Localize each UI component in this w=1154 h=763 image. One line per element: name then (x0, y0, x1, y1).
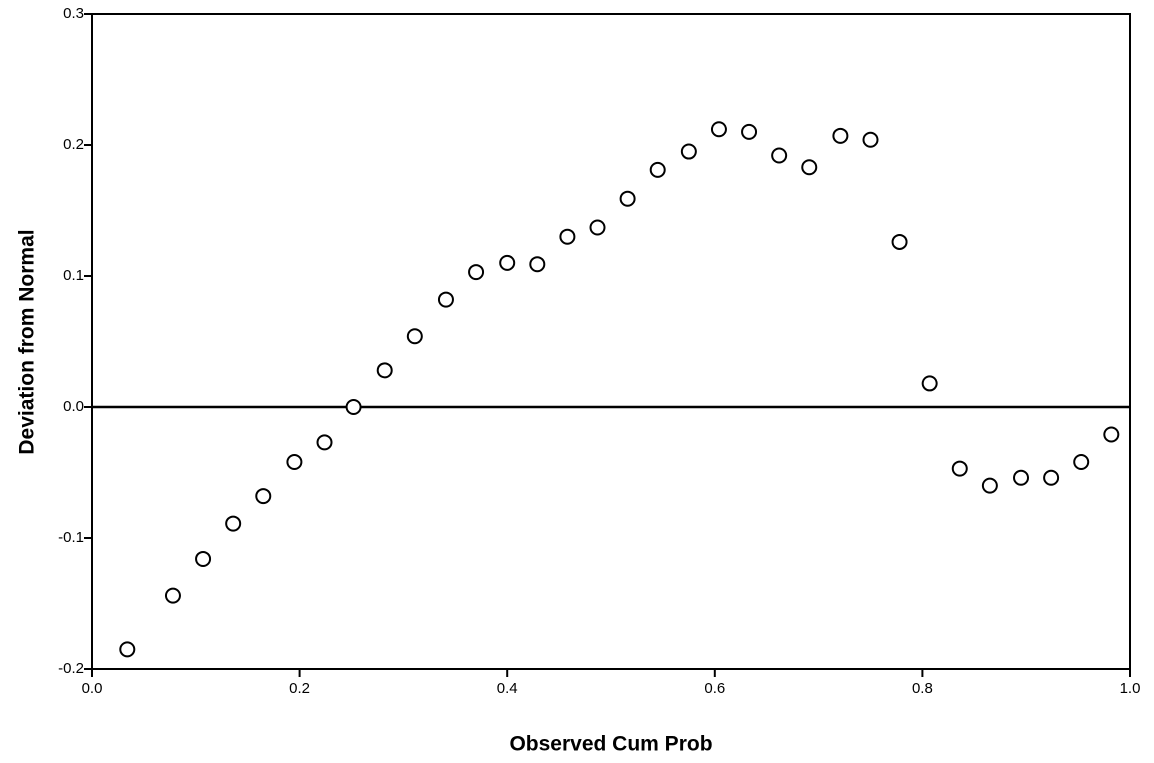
y-tick-label: 0.2 (63, 136, 84, 153)
data-point (981, 477, 998, 494)
x-tick-label: 0.8 (912, 680, 933, 697)
data-point (710, 121, 727, 138)
data-point (951, 460, 968, 477)
data-point (680, 143, 697, 160)
data-point (559, 228, 576, 245)
data-point (1103, 426, 1120, 443)
data-point (195, 550, 212, 567)
data-point (255, 488, 272, 505)
data-point (499, 254, 516, 271)
data-point (468, 264, 485, 281)
data-point (832, 127, 849, 144)
data-point (164, 587, 181, 604)
data-point (649, 161, 666, 178)
data-point (316, 434, 333, 451)
data-point (286, 454, 303, 471)
data-point (345, 399, 362, 415)
data-point (589, 219, 606, 236)
data-point (771, 147, 788, 164)
x-axis-title: Observed Cum Prob (509, 733, 712, 756)
data-point (619, 190, 636, 207)
x-tick-label: 0.6 (704, 680, 725, 697)
data-point (376, 362, 393, 379)
y-tick-label: 0.1 (63, 267, 84, 284)
y-tick-label: -0.2 (58, 660, 84, 677)
x-tick-label: 0.4 (497, 680, 518, 697)
plot-frame (91, 13, 1131, 670)
y-axis-title: Deviation from Normal (16, 229, 39, 454)
y-tick-label: 0.3 (63, 5, 84, 22)
y-tick-label: -0.1 (58, 529, 84, 546)
x-tick-label: 0.2 (289, 680, 310, 697)
data-point (119, 641, 136, 658)
data-point (225, 515, 242, 532)
data-point (801, 159, 818, 176)
data-point (921, 375, 938, 392)
x-tick-label: 1.0 (1120, 680, 1141, 697)
y-tick-label: 0.0 (63, 398, 84, 415)
data-point (741, 123, 758, 140)
data-point (891, 233, 908, 250)
data-point (1013, 469, 1030, 486)
data-point (406, 328, 423, 345)
data-point (529, 256, 546, 273)
data-point (862, 131, 879, 148)
x-tick-label: 0.0 (82, 680, 103, 697)
data-point (437, 291, 454, 308)
data-point (1073, 454, 1090, 471)
data-point (1043, 469, 1060, 486)
